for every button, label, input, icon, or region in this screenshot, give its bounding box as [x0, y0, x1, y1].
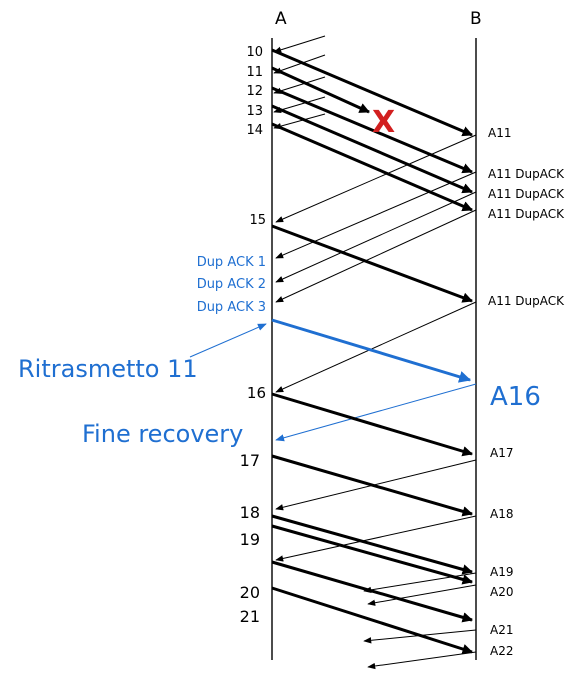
ack-a11-arrow	[275, 134, 477, 223]
data-segment-18-arrow	[271, 514, 474, 575]
ack-label: A11 DupACK	[488, 207, 565, 221]
seq-label: 18	[240, 503, 260, 522]
data-segment-20-arrow	[271, 560, 474, 623]
seq-label: 11	[246, 65, 263, 80]
retransmit-pointer-arrow	[189, 323, 267, 358]
seq-label: 20	[240, 583, 260, 602]
ack-a17-arrow	[275, 459, 477, 511]
dup-ack-label: Dup ACK 1	[197, 255, 266, 270]
data-segment-19-arrow	[271, 524, 474, 585]
ack-label: A11 DupACK	[488, 294, 565, 308]
loss-marker: X	[372, 105, 395, 140]
ack-a18-arrow	[275, 515, 477, 562]
retransmit-annotation: Ritrasmetto 11	[18, 355, 198, 383]
ack-a22-arrow	[367, 651, 477, 670]
ack-label: A18	[490, 507, 513, 521]
data-segment-14-arrow	[271, 122, 473, 212]
ack-label: A17	[490, 446, 513, 460]
ack-label: A11	[488, 126, 511, 140]
ack-arrow	[273, 54, 326, 74]
seq-label: 19	[240, 530, 260, 549]
host-a-label: A	[275, 9, 287, 29]
dup-ack-1-arrow	[275, 171, 477, 259]
ack-labels: A11 A11 DupACK A11 DupACK A11 DupACK A11…	[488, 126, 565, 658]
dup-ack-label: Dup ACK 2	[197, 277, 266, 292]
dup-ack-2-arrow	[275, 191, 477, 283]
retransmit-11-arrow	[271, 318, 472, 383]
ack-a16-arrow	[275, 383, 477, 442]
ack-a21-arrow	[363, 629, 477, 644]
ack-label: A21	[490, 623, 513, 637]
ack-label: A22	[490, 644, 513, 658]
ack-label: A19	[490, 565, 513, 579]
data-segment-21-arrow	[271, 586, 474, 655]
data-segment-11-lost-arrow	[271, 66, 370, 114]
ack-arrow	[273, 76, 326, 94]
sequence-labels: 10 11 12 13 14 15 16 17 18 19 20 21	[240, 45, 266, 626]
seq-label: 15	[249, 213, 266, 228]
recovery-end-annotation: Fine recovery	[82, 420, 243, 448]
data-segment-15-arrow	[271, 224, 473, 303]
seq-label: 16	[247, 384, 266, 402]
host-b-label: B	[470, 9, 482, 29]
ack-a11-dup-arrow	[275, 301, 477, 393]
ack-label: A11 DupACK	[488, 167, 565, 181]
seq-label: 12	[246, 84, 263, 99]
ack-a19-arrow	[363, 572, 477, 594]
ack-label-a16: A16	[490, 382, 541, 412]
ack-a20-arrow	[367, 584, 477, 606]
seq-label: 10	[246, 45, 263, 60]
data-segment-12-arrow	[271, 86, 473, 174]
dup-ack-label: Dup ACK 3	[197, 300, 266, 315]
ack-arrow	[273, 113, 326, 130]
data-segment-13-arrow	[271, 104, 473, 194]
data-segment-10-arrow	[271, 48, 473, 137]
seq-label: 14	[246, 123, 263, 138]
ack-label: A11 DupACK	[488, 187, 565, 201]
seq-label: 17	[240, 451, 260, 470]
dup-ack-3-arrow	[275, 209, 477, 303]
seq-label: 21	[240, 607, 260, 626]
seq-label: 13	[246, 104, 263, 119]
ack-arrow	[273, 35, 326, 53]
data-segment-16-arrow	[271, 392, 474, 457]
dup-ack-labels: Dup ACK 1 Dup ACK 2 Dup ACK 3	[197, 255, 266, 315]
ack-label: A20	[490, 585, 513, 599]
